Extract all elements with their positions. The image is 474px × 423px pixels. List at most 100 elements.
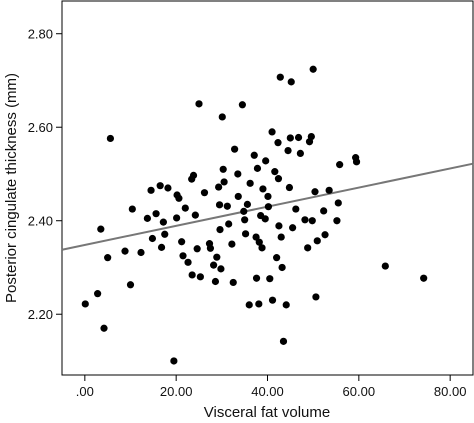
data-point <box>191 211 199 219</box>
data-point <box>336 161 344 169</box>
data-point <box>173 214 181 222</box>
data-point <box>164 184 172 192</box>
data-point <box>195 100 203 108</box>
data-point <box>225 220 233 228</box>
data-point <box>137 248 145 257</box>
data-point <box>250 151 258 159</box>
data-point <box>259 185 267 193</box>
data-point <box>94 290 102 298</box>
data-point <box>294 133 303 142</box>
data-point <box>352 158 361 166</box>
data-point <box>234 170 242 178</box>
data-point <box>121 247 129 255</box>
data-point <box>148 234 157 243</box>
data-point <box>206 244 215 252</box>
data-point <box>184 258 192 266</box>
data-point <box>287 78 295 86</box>
data-point <box>126 281 135 289</box>
data-point <box>196 273 204 281</box>
data-point <box>264 192 272 201</box>
data-point <box>243 200 252 208</box>
data-point <box>312 293 320 301</box>
data-point <box>81 300 89 308</box>
data-point <box>178 238 186 246</box>
data-point <box>279 337 288 345</box>
data-point <box>200 189 209 197</box>
data-point <box>147 186 155 194</box>
data-point <box>296 149 304 158</box>
data-point <box>334 199 342 207</box>
data-point <box>289 224 297 232</box>
data-point <box>179 252 187 260</box>
data-point <box>193 245 201 253</box>
x-tick-label: .00 <box>76 384 94 399</box>
data-point <box>229 278 237 287</box>
data-point <box>245 301 253 309</box>
data-point <box>255 238 263 246</box>
x-tick-label: 20.00 <box>160 384 193 399</box>
x-tick-label: 80.00 <box>434 384 467 399</box>
y-tick-label: 2.60 <box>28 120 53 135</box>
data-point <box>274 139 282 147</box>
data-point <box>274 175 283 183</box>
data-point <box>216 226 224 234</box>
y-axis-ticks: 2.20 2.40 2.60 2.80 <box>28 27 62 322</box>
data-point <box>219 165 227 173</box>
data-point <box>255 300 263 308</box>
data-point <box>313 237 321 245</box>
data-point <box>188 271 196 279</box>
x-tick-label: 60.00 <box>343 384 376 399</box>
data-point <box>308 217 316 225</box>
data-point <box>152 210 160 218</box>
data-point <box>159 218 167 226</box>
data-point <box>156 182 164 190</box>
x-axis-ticks: .00 20.00 40.00 60.00 80.00 <box>76 375 467 399</box>
data-point <box>266 275 274 283</box>
data-point <box>285 183 294 192</box>
data-point <box>218 113 226 121</box>
data-point <box>276 73 284 81</box>
data-point <box>309 65 317 73</box>
data-point <box>301 216 309 224</box>
data-point <box>238 101 246 109</box>
data-point <box>268 296 277 304</box>
data-point <box>240 207 248 215</box>
data-point <box>264 203 273 211</box>
data-point <box>304 244 312 252</box>
data-point <box>143 214 151 222</box>
data-point <box>320 207 328 215</box>
data-point <box>286 134 294 142</box>
data-point <box>100 324 108 332</box>
data-point <box>420 274 428 282</box>
data-point <box>170 357 178 365</box>
data-point <box>161 230 169 238</box>
data-points <box>81 65 428 365</box>
data-point <box>215 201 224 209</box>
data-point <box>262 157 270 165</box>
y-tick-label: 2.40 <box>28 214 53 229</box>
y-axis-title: Posterior cingulate thickness (mm) <box>3 73 20 303</box>
data-point <box>275 222 283 230</box>
data-point <box>258 244 266 252</box>
data-point <box>278 263 286 272</box>
data-point <box>268 128 276 136</box>
data-point <box>261 215 269 223</box>
x-axis-title: Visceral fat volume <box>204 404 330 421</box>
data-point <box>104 254 112 262</box>
data-point <box>271 168 279 176</box>
data-point <box>333 217 341 225</box>
data-point <box>282 301 290 309</box>
data-point <box>217 265 225 273</box>
data-point <box>228 240 236 248</box>
x-tick-label: 40.00 <box>251 384 284 399</box>
data-point <box>157 243 166 251</box>
data-point <box>181 204 189 212</box>
data-point <box>381 262 389 270</box>
data-point <box>175 194 183 202</box>
data-point <box>189 171 198 179</box>
data-point <box>213 253 221 261</box>
data-point <box>234 192 242 201</box>
data-point <box>277 233 285 241</box>
data-point <box>241 230 250 238</box>
